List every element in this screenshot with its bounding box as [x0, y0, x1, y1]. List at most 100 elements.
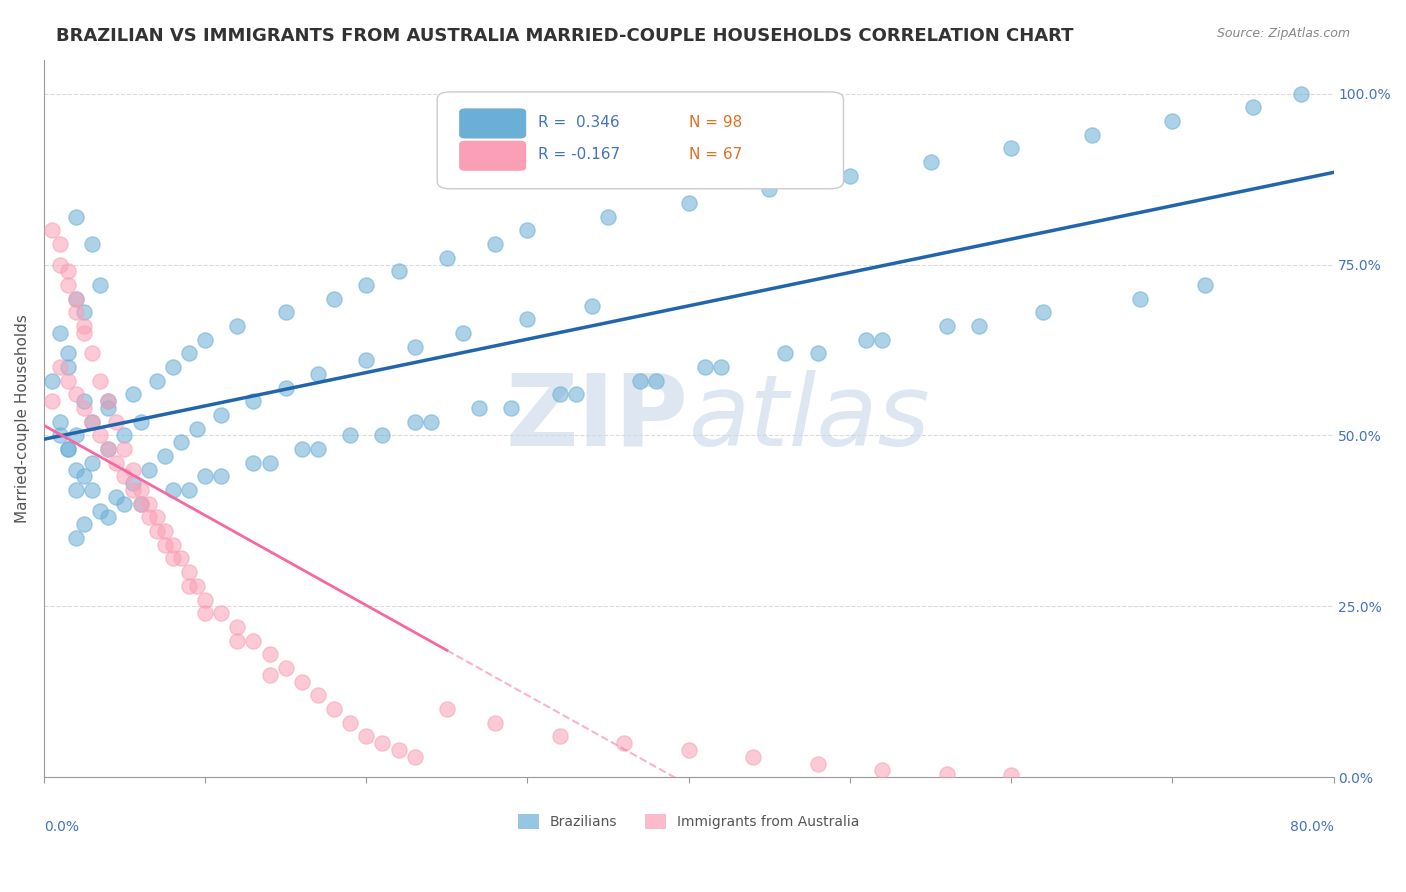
Point: [114, 442, 136, 457]
Point: [153, 449, 176, 463]
Point: [516, 223, 538, 237]
Point: [138, 497, 160, 511]
Point: [598, 210, 620, 224]
Point: [89, 278, 111, 293]
Point: [56, 442, 79, 457]
Point: [186, 422, 208, 436]
Point: [678, 743, 700, 757]
Point: [484, 715, 506, 730]
Point: [307, 442, 329, 457]
Point: [97, 394, 120, 409]
Point: [82, 346, 104, 360]
Point: [291, 442, 314, 457]
Point: [274, 661, 297, 675]
Point: [121, 463, 143, 477]
Point: [387, 743, 409, 757]
Point: [97, 442, 120, 457]
Point: [194, 592, 217, 607]
Point: [56, 278, 79, 293]
Point: [775, 346, 797, 360]
Point: [371, 428, 394, 442]
Point: [1161, 114, 1184, 128]
Point: [89, 374, 111, 388]
Point: [97, 401, 120, 416]
Point: [105, 415, 128, 429]
Point: [307, 688, 329, 702]
Point: [145, 510, 167, 524]
Point: [1032, 305, 1054, 319]
FancyBboxPatch shape: [460, 141, 526, 171]
Point: [194, 333, 217, 347]
Point: [129, 497, 152, 511]
Point: [291, 674, 314, 689]
Point: [97, 510, 120, 524]
Point: [387, 264, 409, 278]
Point: [73, 401, 96, 416]
Point: [194, 469, 217, 483]
Point: [710, 360, 733, 375]
Point: [145, 524, 167, 538]
Point: [65, 292, 87, 306]
Point: [807, 756, 830, 771]
Point: [935, 766, 957, 780]
Point: [1080, 128, 1102, 142]
Point: [138, 510, 160, 524]
Point: [565, 387, 588, 401]
Text: 80.0%: 80.0%: [1289, 821, 1333, 834]
Point: [259, 647, 281, 661]
Point: [226, 319, 249, 334]
Point: [356, 278, 378, 293]
Point: [339, 428, 361, 442]
Point: [177, 346, 200, 360]
Point: [162, 483, 184, 497]
Point: [186, 579, 208, 593]
Point: [548, 387, 571, 401]
Point: [259, 667, 281, 681]
Point: [121, 476, 143, 491]
Point: [65, 483, 87, 497]
Point: [1194, 278, 1216, 293]
Point: [89, 503, 111, 517]
Point: [628, 374, 651, 388]
Point: [209, 469, 232, 483]
Point: [967, 319, 990, 334]
Point: [49, 415, 72, 429]
Point: [82, 237, 104, 252]
Point: [114, 469, 136, 483]
Point: [56, 374, 79, 388]
Point: [920, 155, 942, 169]
Point: [209, 408, 232, 422]
Point: [371, 736, 394, 750]
Point: [129, 497, 152, 511]
Point: [162, 551, 184, 566]
Point: [1000, 141, 1022, 155]
Text: Source: ZipAtlas.com: Source: ZipAtlas.com: [1216, 27, 1350, 40]
Point: [274, 305, 297, 319]
Point: [259, 456, 281, 470]
Point: [484, 237, 506, 252]
Point: [645, 374, 668, 388]
Point: [56, 442, 79, 457]
Point: [323, 702, 346, 716]
Point: [49, 360, 72, 375]
Point: [226, 633, 249, 648]
Point: [41, 374, 63, 388]
Point: [693, 360, 716, 375]
Point: [73, 469, 96, 483]
Text: N = 98: N = 98: [689, 114, 742, 129]
Point: [451, 326, 474, 340]
Point: [82, 415, 104, 429]
Point: [177, 483, 200, 497]
Text: N = 67: N = 67: [689, 147, 742, 161]
Point: [581, 299, 603, 313]
Point: [97, 394, 120, 409]
Point: [177, 565, 200, 579]
Point: [404, 749, 426, 764]
Point: [501, 401, 523, 416]
Point: [153, 524, 176, 538]
Text: R =  0.346: R = 0.346: [538, 114, 620, 129]
Point: [613, 736, 636, 750]
FancyBboxPatch shape: [460, 109, 526, 138]
Point: [242, 456, 264, 470]
Point: [56, 360, 79, 375]
